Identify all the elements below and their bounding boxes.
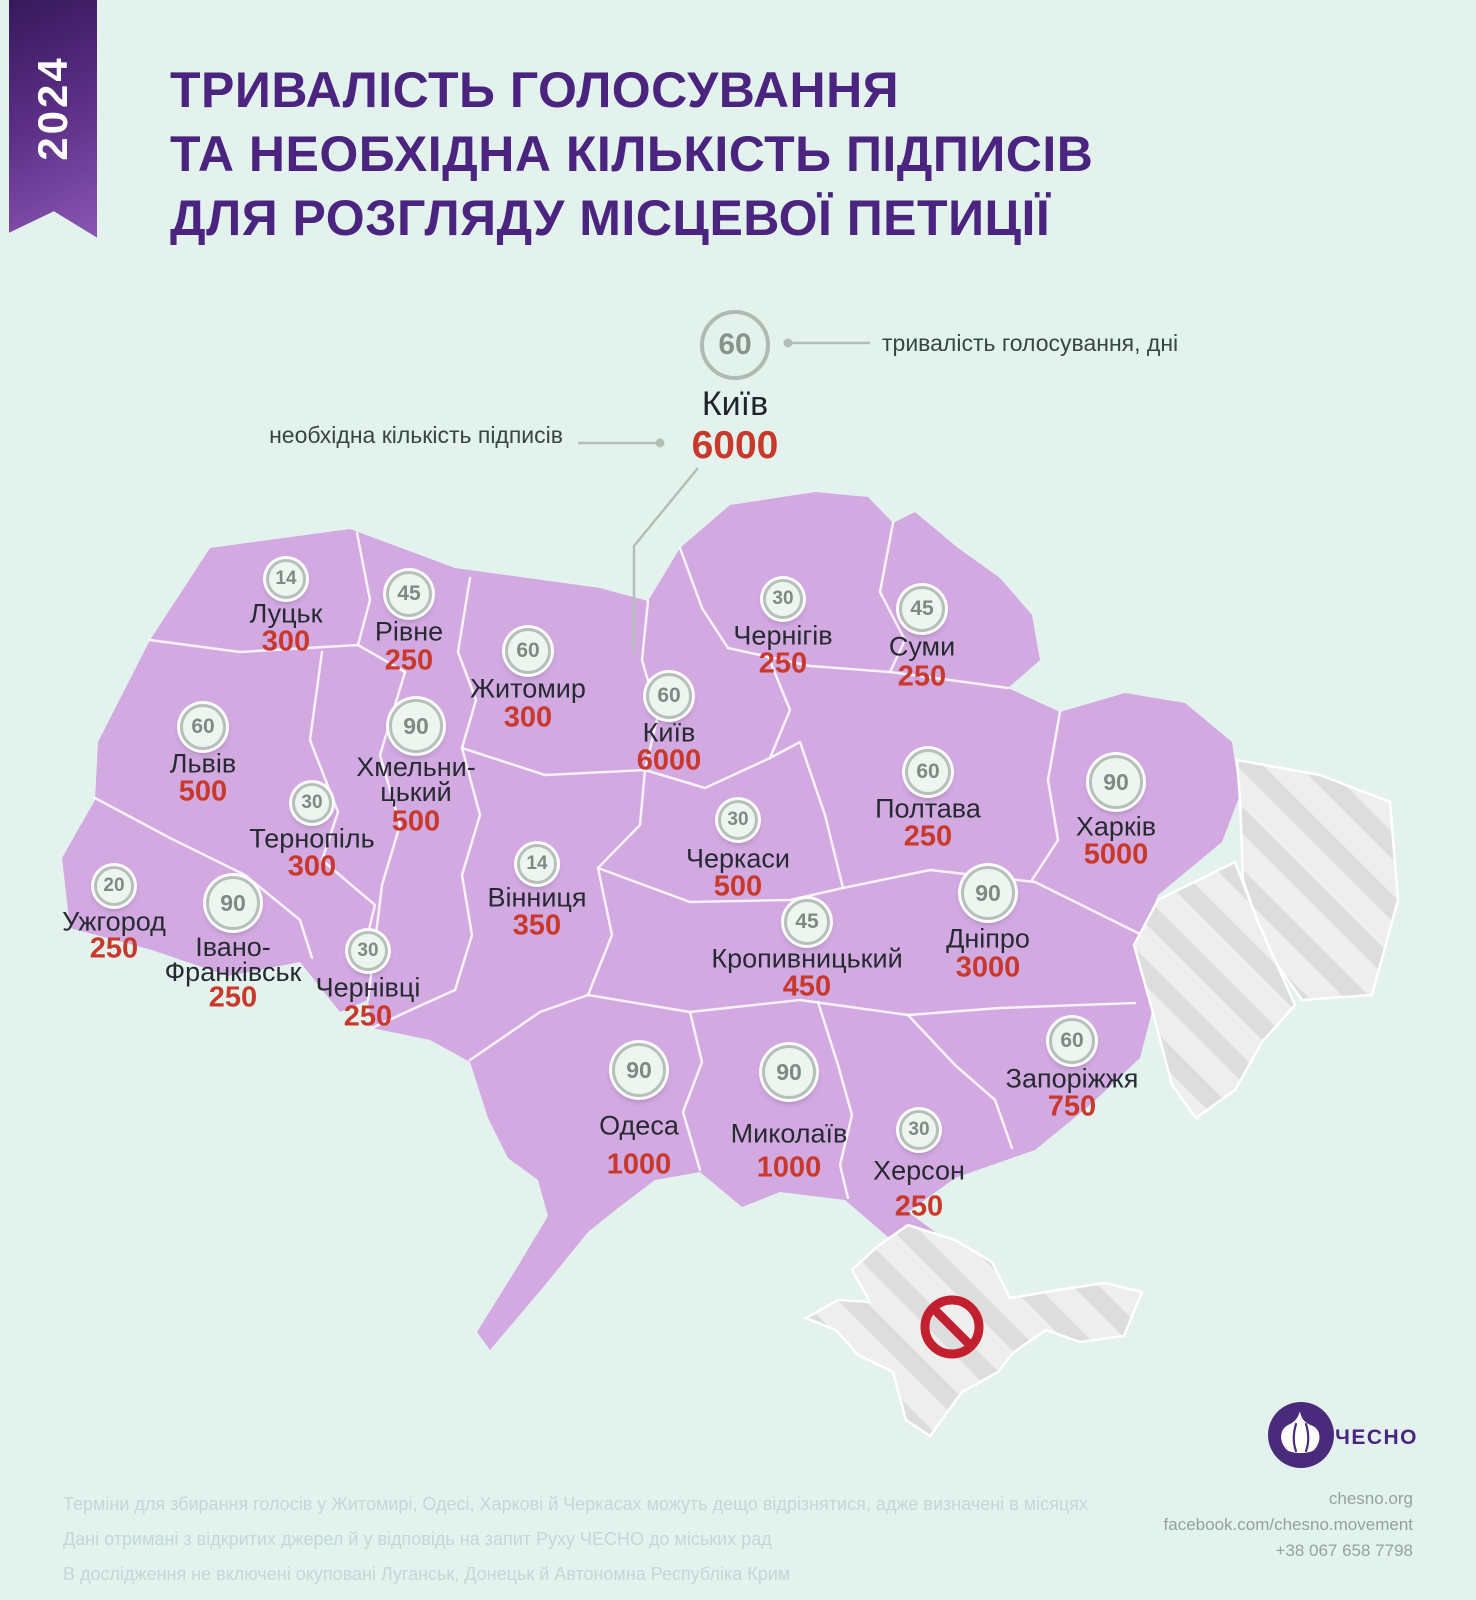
city-signatures: 250 xyxy=(343,1000,393,1033)
city-signatures: 250 xyxy=(89,932,139,965)
city-name: Кропивницький xyxy=(711,943,903,974)
city-days-badge: 90 xyxy=(206,876,260,930)
garlic-icon xyxy=(1268,1402,1334,1468)
chesno-wordmark: ЧЕСНО xyxy=(1335,1426,1418,1449)
city-days-badge: 30 xyxy=(292,783,332,823)
region-donetsk-hatched xyxy=(1132,860,1297,1120)
city-days-badge: 60 xyxy=(905,749,951,795)
city-days-badge: 60 xyxy=(180,704,226,750)
city-days-badge: 90 xyxy=(389,699,443,753)
city-signatures: 300 xyxy=(261,625,311,658)
city-name: Запоріжжя xyxy=(1005,1063,1139,1094)
city-signatures: 500 xyxy=(178,775,228,808)
city-signatures: 3000 xyxy=(955,951,1021,984)
city-signatures: 5000 xyxy=(1083,838,1149,871)
footnote-1: Терміни для збирання голосів у Житомирі,… xyxy=(63,1494,1088,1514)
contact-phone: +38 067 658 7798 xyxy=(1275,1541,1413,1560)
city-signatures: 1000 xyxy=(756,1151,822,1184)
city-signatures: 500 xyxy=(391,805,441,838)
city-signatures: 250 xyxy=(903,820,953,853)
city-name: Дніпро xyxy=(946,923,1030,954)
city-days-badge: 45 xyxy=(899,586,945,632)
city-days-badge: 90 xyxy=(612,1043,666,1097)
page-title: ТРИВАЛІСТЬ ГОЛОСУВАННЯ ТА НЕОБХІДНА КІЛЬ… xyxy=(170,58,1410,250)
title-line-2: ТА НЕОБХІДНА КІЛЬКІСТЬ ПІДПИСІВ xyxy=(170,126,1094,182)
city-signatures: 6000 xyxy=(636,744,702,777)
city-days-badge: 14 xyxy=(517,844,557,884)
city-days-badge: 30 xyxy=(763,579,803,619)
city-name: Чернівці xyxy=(315,972,421,1003)
legend-days-circle: 60 xyxy=(700,310,770,380)
city-name: Харків xyxy=(1075,811,1157,842)
city-name: Житомир xyxy=(470,673,586,704)
footnotes: Терміни для збирання голосів у Житомирі,… xyxy=(63,1487,1088,1592)
city-days-badge: 14 xyxy=(266,559,306,599)
city-days-badge: 30 xyxy=(718,800,758,840)
year-label: 2024 xyxy=(29,55,76,161)
city-days-badge: 45 xyxy=(784,899,830,945)
city-signatures: 250 xyxy=(208,981,258,1014)
legend-days-value: 60 xyxy=(718,328,752,361)
city-signatures: 350 xyxy=(512,909,562,942)
city-name: Рівне xyxy=(374,616,444,647)
city-name: Ужгород xyxy=(62,906,166,937)
city-signatures: 250 xyxy=(894,1190,944,1223)
contact-website: chesno.org xyxy=(1328,1489,1413,1508)
city-days-badge: 30 xyxy=(348,931,388,971)
city-days-badge: 90 xyxy=(1089,755,1143,809)
city-days-badge: 20 xyxy=(94,866,134,906)
city-name: Луцьк xyxy=(249,598,323,629)
city-signatures: 300 xyxy=(503,701,553,734)
city-signatures: 1000 xyxy=(606,1148,672,1181)
footnote-2: Дані отримані з відкритих джерел й у від… xyxy=(63,1529,772,1549)
region-luhansk-hatched xyxy=(1235,758,1400,1002)
city-name: Хмельни- цький xyxy=(356,752,476,807)
contact-facebook: facebook.com/chesno.movement xyxy=(1163,1515,1413,1534)
footnote-3: В дослідження не включені окуповані Луга… xyxy=(63,1564,791,1584)
city-signatures: 250 xyxy=(758,647,808,680)
legend-city-name: Київ xyxy=(701,385,769,423)
legend-leader-dots xyxy=(655,338,793,448)
city-signatures: 450 xyxy=(782,970,832,1003)
city-signatures: 250 xyxy=(897,660,947,693)
city-name: Тернопіль xyxy=(249,823,375,854)
city-days-badge: 90 xyxy=(961,866,1015,920)
map-mainland xyxy=(62,492,1240,1350)
city-days-badge: 45 xyxy=(386,571,432,617)
city-name: Суми xyxy=(888,631,956,662)
city-days-badge: 90 xyxy=(762,1045,816,1099)
legend-days-label: тривалість голосування, дні xyxy=(882,330,1179,356)
city-signatures: 500 xyxy=(713,870,763,903)
title-line-3: ДЛЯ РОЗГЛЯДУ МІСЦЕВОЇ ПЕТИЦІЇ xyxy=(170,190,1051,246)
city-signatures: 250 xyxy=(384,644,434,677)
city-name: Херсон xyxy=(873,1155,965,1186)
city-days-badge: 60 xyxy=(1049,1018,1095,1064)
city-signatures: 300 xyxy=(287,850,337,883)
city-name: Полтава xyxy=(875,793,981,824)
city-name: Івано- Франківськ xyxy=(164,932,302,987)
city-name: Чернігів xyxy=(733,620,833,651)
city-name: Одеса xyxy=(599,1110,679,1141)
year-ribbon: 2024 xyxy=(9,0,97,238)
legend-signatures-label: необхідна кількість підписів xyxy=(269,422,563,448)
city-name: Миколаїв xyxy=(730,1118,848,1149)
city-name: Вінниця xyxy=(487,882,587,913)
legend-leader-lines xyxy=(578,341,870,654)
city-signatures: 750 xyxy=(1047,1090,1097,1123)
city-days-badge: 60 xyxy=(505,628,551,674)
legend-signatures-value: 6000 xyxy=(691,424,779,467)
chesno-logo: ЧЕСНО xyxy=(1268,1402,1418,1470)
city-name: Львів xyxy=(169,748,237,779)
city-days-badge: 30 xyxy=(899,1110,939,1150)
city-name: Черкаси xyxy=(685,843,791,874)
no-entry-icon xyxy=(920,1295,984,1359)
oblast-borders xyxy=(93,521,1144,1200)
city-days-badge: 60 xyxy=(646,673,692,719)
region-crimea-hatched xyxy=(803,1223,1144,1438)
city-name: Київ xyxy=(642,717,696,748)
contact-block: chesno.org facebook.com/chesno.movement … xyxy=(1164,1486,1413,1564)
title-line-1: ТРИВАЛІСТЬ ГОЛОСУВАННЯ xyxy=(170,62,900,118)
